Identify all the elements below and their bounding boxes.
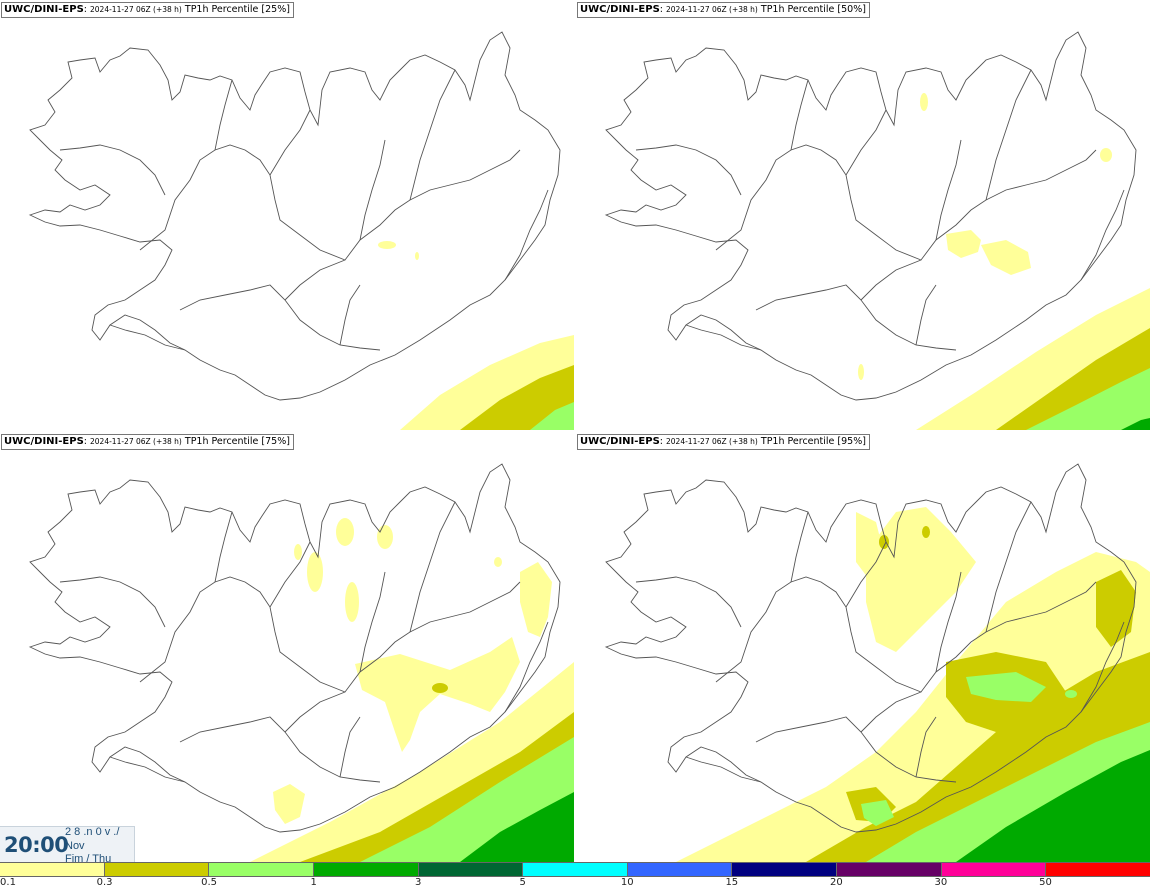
run-time: 2024-11-27 06Z (+38 h): [666, 437, 758, 446]
valid-time-date: 2 8 .n 0 v ./: [65, 826, 120, 838]
precip-spot: [922, 526, 930, 538]
precip-spot: [920, 93, 928, 111]
model-name: UWC/DINI-EPS: [580, 436, 660, 447]
legend-swatch: [104, 863, 210, 876]
legend-label: 20: [829, 877, 843, 888]
legend-label: 3: [414, 877, 422, 888]
legend-label: 15: [725, 877, 739, 888]
legend-label: 10: [620, 877, 634, 888]
precip-area-0-1: [866, 507, 976, 652]
legend-label: 50: [1039, 877, 1052, 888]
legend-swatch: [418, 863, 524, 876]
precip-spot: [415, 252, 419, 260]
precip-spot: [336, 518, 354, 546]
field-name: TP1h Percentile [50%]: [760, 4, 866, 15]
precip-spot: [858, 364, 864, 380]
precip-area-0-3: [1096, 570, 1136, 647]
legend-swatch: [837, 863, 942, 876]
model-name: UWC/DINI-EPS: [4, 4, 84, 15]
run-time: 2024-11-27 06Z (+38 h): [666, 5, 758, 14]
field-name: TP1h Percentile [75%]: [184, 436, 290, 447]
precip-spot: [879, 535, 889, 549]
precip-spot: [294, 544, 302, 560]
precip-spot: [432, 683, 448, 693]
color-scale-labels: 0.1 0.3 0.5 1 3 5 10 15 20 30 50: [0, 877, 1150, 891]
map-panel-p75: UWC/DINI-EPS: 2024-11-27 06Z (+38 h) TP1…: [0, 432, 574, 862]
valid-time-clock: 20:00: [4, 833, 69, 857]
legend-swatch: [1046, 863, 1150, 876]
legend-label: 0.3: [96, 877, 113, 888]
legend-swatch: [523, 863, 628, 876]
legend-swatch: [0, 863, 105, 876]
legend-swatch: [313, 863, 419, 876]
legend-label: 30: [934, 877, 948, 888]
precip-area-0-1: [856, 512, 886, 582]
panel-title: UWC/DINI-EPS: 2024-11-27 06Z (+38 h) TP1…: [1, 434, 294, 450]
legend-label: 1: [310, 877, 317, 888]
precip-area-0-5: [861, 800, 894, 826]
precip-area-0-5: [1026, 368, 1150, 430]
panel-title: UWC/DINI-EPS: 2024-11-27 06Z (+38 h) TP1…: [577, 2, 870, 18]
legend-swatch: [941, 863, 1047, 876]
precip-area-0-1: [520, 562, 552, 637]
precip-map-p95: [605, 463, 1150, 862]
precip-area-0-1: [355, 637, 520, 752]
run-time: 2024-11-27 06Z (+38 h): [90, 5, 182, 14]
precip-map-p75: [29, 463, 574, 862]
precip-area-1: [460, 792, 574, 862]
panel-title: UWC/DINI-EPS: 2024-11-27 06Z (+38 h) TP1…: [577, 434, 870, 450]
run-time: 2024-11-27 06Z (+38 h): [90, 437, 182, 446]
precip-area-1: [956, 750, 1150, 862]
precip-spot: [1065, 690, 1077, 698]
precip-area-0-5: [530, 402, 574, 430]
legend-label: 0.1: [0, 877, 16, 888]
legend-swatch: [209, 863, 314, 876]
legend-swatch: [627, 863, 733, 876]
precip-map-p25: [29, 31, 574, 430]
valid-time-month: Nov: [65, 840, 85, 852]
map-panel-p95: UWC/DINI-EPS: 2024-11-27 06Z (+38 h) TP1…: [576, 432, 1150, 862]
panel-title: UWC/DINI-EPS: 2024-11-27 06Z (+38 h) TP1…: [1, 2, 294, 18]
field-name: TP1h Percentile [95%]: [760, 436, 866, 447]
model-name: UWC/DINI-EPS: [580, 4, 660, 15]
legend-swatch: [732, 863, 838, 876]
precip-spot: [377, 525, 393, 549]
precip-map-p50: [605, 31, 1150, 430]
legend-label: 5: [519, 877, 526, 888]
precip-area-0-5: [966, 672, 1046, 702]
color-scale-legend: [0, 862, 1150, 877]
precip-spot: [494, 557, 502, 567]
panel-divider-horizontal: [0, 430, 1150, 432]
map-panel-p25: UWC/DINI-EPS: 2024-11-27 06Z (+38 h) TP1…: [0, 0, 574, 430]
precip-spot: [345, 582, 359, 622]
precip-spot: [1100, 148, 1112, 162]
field-name: TP1h Percentile [25%]: [184, 4, 290, 15]
precip-area-0-3: [460, 365, 574, 430]
coastline: [29, 31, 561, 401]
precip-spot: [307, 552, 323, 592]
precip-area-0-1: [946, 230, 1031, 275]
map-panel-p50: UWC/DINI-EPS: 2024-11-27 06Z (+38 h) TP1…: [576, 0, 1150, 430]
valid-time-box: 20:00 2 8 .n 0 v ./ Nov Fim / Thu: [0, 826, 135, 865]
precip-spot: [378, 241, 396, 249]
model-name: UWC/DINI-EPS: [4, 436, 84, 447]
legend-label: 0.5: [201, 877, 218, 888]
precip-area-1: [1121, 418, 1150, 430]
precip-area-0-1: [273, 784, 305, 824]
